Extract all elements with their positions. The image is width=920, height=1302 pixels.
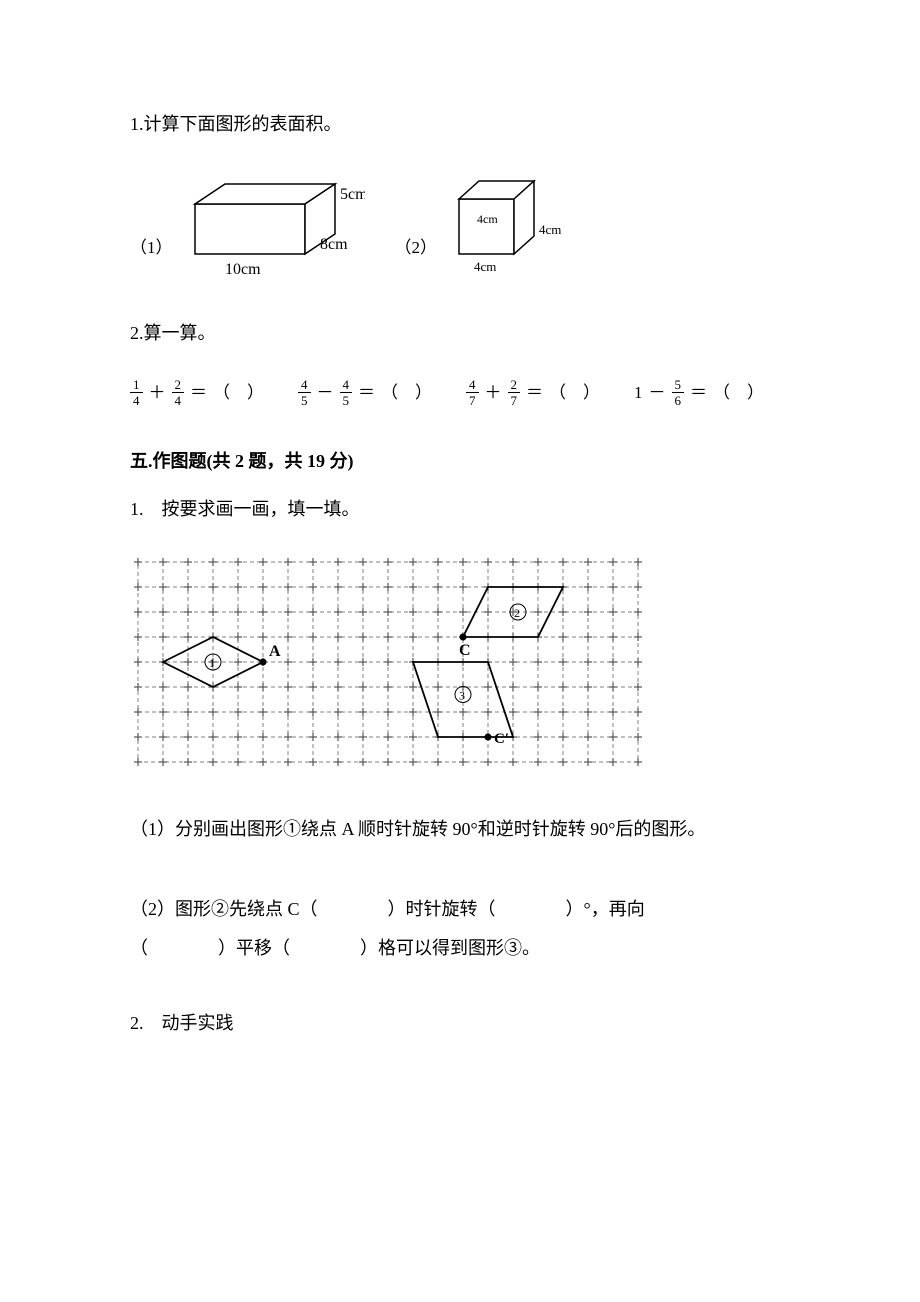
s5q2-number: 2. xyxy=(130,1013,144,1033)
s5q1-number: 1. xyxy=(130,499,144,519)
question-2: 2.算一算。 14 ＋ 24 ＝ （ ） 45 － 45 ＝ （ ） 47 ＋ … xyxy=(130,319,790,407)
blank[interactable]: （ ） xyxy=(381,379,432,406)
q2-expr-1: 45 － 45 ＝ （ ） xyxy=(298,378,432,407)
q2-text: 算一算。 xyxy=(144,323,216,343)
q2-number: 2. xyxy=(130,323,144,343)
q1-prompt: 1.计算下面图形的表面积。 xyxy=(130,110,790,139)
cube-bottom-label: 4cm xyxy=(474,259,496,274)
q1-fig2-label: （2） xyxy=(395,234,438,261)
q1-text: 计算下面图形的表面积。 xyxy=(144,114,342,134)
blank[interactable]: （ ） xyxy=(713,379,764,406)
q1-fig2-block: （2） 4cm 4cm 4cm xyxy=(395,169,580,279)
cube-icon: 4cm 4cm 4cm xyxy=(449,169,579,279)
cuboid-height-label: 5cm xyxy=(340,186,365,203)
svg-text:C′: C′ xyxy=(494,731,509,747)
s5q1-text: 按要求画一画，填一填。 xyxy=(162,499,360,519)
q1-figures: （1） 5cm 8cm 10cm （2） 4cm 4cm 4cm xyxy=(130,169,790,279)
section-5-header: 五.作图题(共 2 题，共 19 分) xyxy=(130,447,790,476)
q2-prompt: 2.算一算。 xyxy=(130,319,790,348)
cuboid-length-label: 10cm xyxy=(225,261,261,278)
s5q1-sub2: （2）图形②先绕点 C（）时针旋转（）°，再向 （）平移（）格可以得到图形③。 xyxy=(130,890,790,969)
svg-text:2: 2 xyxy=(514,606,520,620)
section5-q1: 1. 按要求画一画，填一填。 1 A C 2 C′ 3 （1）分别画出图形①绕点 A … xyxy=(130,495,790,969)
q1-fig1-block: （1） 5cm 8cm 10cm xyxy=(130,169,365,279)
s5q2-text: 动手实践 xyxy=(162,1013,234,1033)
q2-expr-0: 14 ＋ 24 ＝ （ ） xyxy=(130,378,264,407)
section5-q2: 2. 动手实践 xyxy=(130,1009,790,1038)
blank[interactable]: （ ） xyxy=(549,379,600,406)
cube-inside-label: 4cm xyxy=(477,212,498,226)
q1-fig1-label: （1） xyxy=(130,234,173,261)
svg-text:C: C xyxy=(459,642,471,659)
q2-row: 14 ＋ 24 ＝ （ ） 45 － 45 ＝ （ ） 47 ＋ 27 ＝ （ … xyxy=(130,378,790,407)
cuboid-icon: 5cm 8cm 10cm xyxy=(185,169,365,279)
svg-text:3: 3 xyxy=(459,689,465,703)
svg-text:1: 1 xyxy=(209,656,215,670)
grid-figure: 1 A C 2 C′ 3 xyxy=(130,554,646,770)
blank[interactable]: （ ） xyxy=(213,379,264,406)
q2-expr-2: 47 ＋ 27 ＝ （ ） xyxy=(466,378,600,407)
cube-right-label: 4cm xyxy=(539,222,561,237)
svg-text:A: A xyxy=(269,643,281,660)
s5q1-prompt: 1. 按要求画一画，填一填。 xyxy=(130,495,790,524)
s5q2-prompt: 2. 动手实践 xyxy=(130,1009,790,1038)
q1-number: 1. xyxy=(130,114,144,134)
question-1: 1.计算下面图形的表面积。 （1） 5cm 8cm 10cm （2） 4cm 4… xyxy=(130,110,790,279)
cuboid-width-label: 8cm xyxy=(320,236,348,253)
s5q1-sub1: （1）分别画出图形①绕点 A 顺时针旋转 90°和逆时针旋转 90°后的图形。 xyxy=(130,810,790,850)
q2-expr-3: 1 － 56 ＝ （ ） xyxy=(634,378,764,407)
